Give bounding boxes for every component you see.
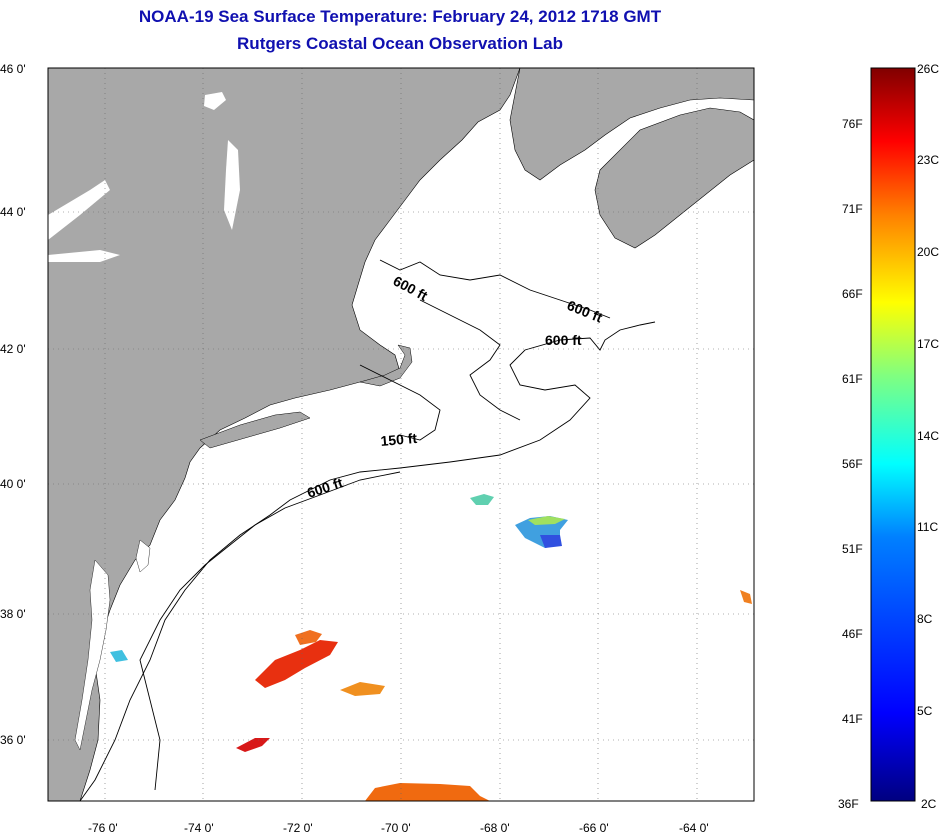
lon-label: -64 0' <box>679 821 709 835</box>
chesapeake-bay <box>74 559 111 751</box>
contour-label: 600 ft <box>545 332 582 348</box>
lake <box>48 250 120 262</box>
sst-patch-cool <box>110 650 128 662</box>
lake <box>224 140 240 230</box>
lon-label: -66 0' <box>579 821 609 835</box>
colorbar-label-f: 46F <box>842 627 863 641</box>
colorbar-label-f: 76F <box>842 117 863 131</box>
colorbar-label-f: 61F <box>842 372 863 386</box>
land-nova-scotia <box>594 107 754 249</box>
lat-label: 44 0' <box>0 205 26 219</box>
sst-patch-warm <box>740 590 752 604</box>
delaware-bay <box>135 539 151 573</box>
lon-label: -76 0' <box>88 821 118 835</box>
colorbar-labels-f: 76F 71F 66F 61F 56F 51F 46F 41F 36F <box>838 117 863 811</box>
map-subtitle: Rutgers Coastal Ocean Observation Lab <box>237 34 563 53</box>
colorbar-label-f: 51F <box>842 542 863 556</box>
colorbar-label-f: 71F <box>842 202 863 216</box>
colorbar-label-c: 23C <box>917 153 939 167</box>
colorbar-labels-c: 26C 23C 20C 17C 14C 11C 8C 5C 2C <box>917 62 939 811</box>
lat-label: 38 0' <box>0 607 26 621</box>
map-title: NOAA-19 Sea Surface Temperature: Februar… <box>138 7 662 26</box>
sst-patch-warm <box>340 682 385 696</box>
colorbar-label-f: 66F <box>842 287 863 301</box>
colorbar-label-f: 36F <box>838 797 859 811</box>
land-cape-cod <box>359 344 413 387</box>
colorbar-label-c: 11C <box>917 520 938 534</box>
grid <box>48 68 754 801</box>
colorbar-label-f: 41F <box>842 712 863 726</box>
colorbar <box>870 67 916 802</box>
lat-label: 36 0' <box>0 733 26 747</box>
map-frame <box>47 67 755 802</box>
colorbar-label-f: 56F <box>842 457 863 471</box>
lat-label: 40 0' <box>0 477 26 491</box>
land-long-island <box>199 411 311 449</box>
sst-patch-hot <box>236 738 270 752</box>
lake <box>204 92 226 110</box>
contour-label: 600 ft <box>565 297 605 326</box>
sst-patch-warm <box>365 783 490 801</box>
sst-patches <box>110 494 752 801</box>
colorbar-label-c: 20C <box>917 245 939 259</box>
latitude-labels: 46 0' 44 0' 42 0' 40 0' 38 0' 36 0' <box>0 62 26 747</box>
sst-patch-warm <box>255 640 338 688</box>
lon-label: -74 0' <box>184 821 214 835</box>
longitude-labels: -76 0' -74 0' -72 0' -70 0' -68 0' -66 0… <box>88 821 709 835</box>
sst-patch-cold <box>540 535 562 548</box>
bathymetry-contours <box>79 259 656 801</box>
colorbar-label-c: 17C <box>917 337 939 351</box>
land-us-coast <box>48 68 521 801</box>
lat-label: 42 0' <box>0 342 26 356</box>
sst-patch-mild <box>528 516 565 525</box>
sst-patch-mild <box>470 494 494 505</box>
colorbar-label-c: 2C <box>921 797 937 811</box>
colorbar-label-c: 26C <box>917 62 939 76</box>
lake <box>48 180 110 240</box>
land-new-brunswick <box>509 68 754 181</box>
colorbar-label-c: 8C <box>917 612 933 626</box>
colorbar-label-c: 5C <box>917 704 933 718</box>
lon-label: -70 0' <box>381 821 411 835</box>
lon-label: -68 0' <box>480 821 510 835</box>
lat-label: 46 0' <box>0 62 26 76</box>
contour-label: 600 ft <box>391 273 431 304</box>
contour-label: 150 ft <box>380 430 418 449</box>
contour-label: 600 ft <box>305 474 345 501</box>
colorbar-label-c: 14C <box>917 429 939 443</box>
lon-label: -72 0' <box>283 821 313 835</box>
